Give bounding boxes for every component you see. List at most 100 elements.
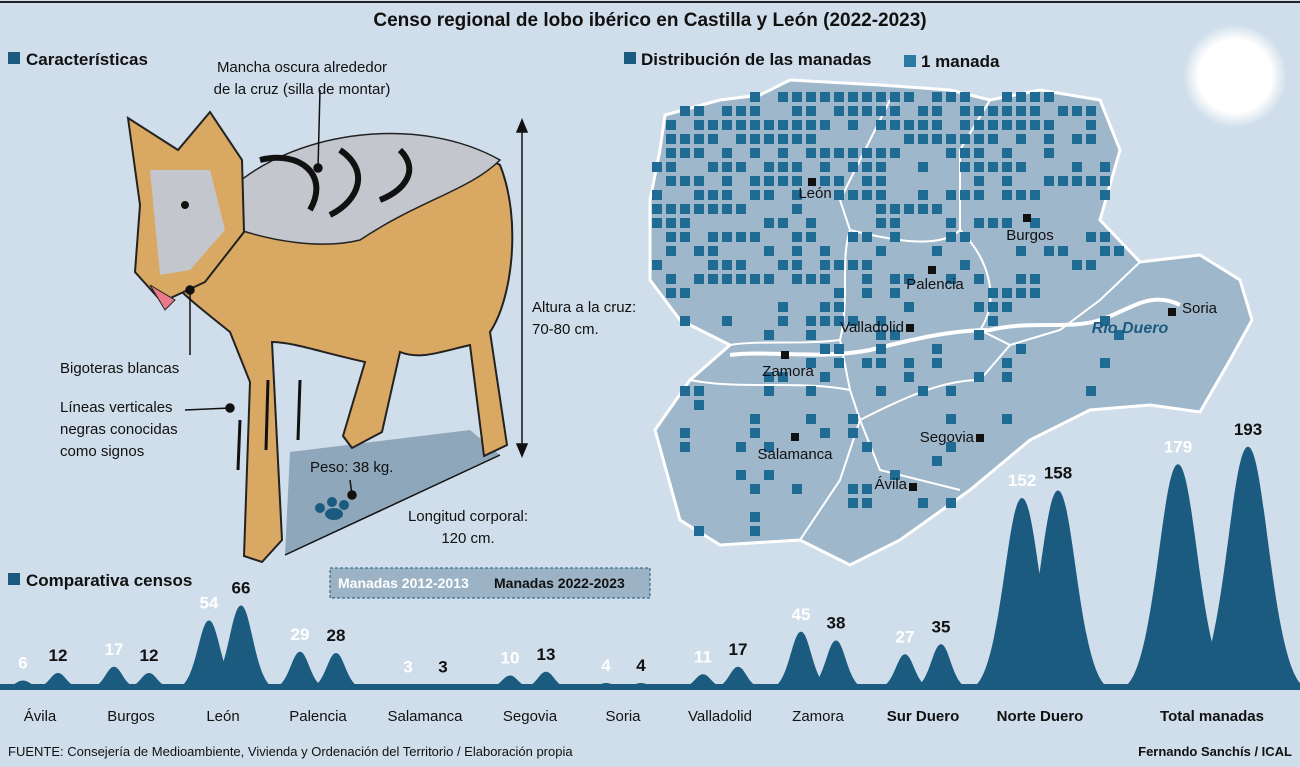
value-label: 27	[896, 627, 915, 646]
value-label: 12	[140, 646, 159, 665]
pack-square	[1100, 316, 1110, 326]
pack-square	[680, 232, 690, 242]
pack-square	[680, 316, 690, 326]
pack-square	[820, 344, 830, 354]
pack-square	[1030, 218, 1040, 228]
pack-square	[750, 134, 760, 144]
pack-square	[1100, 190, 1110, 200]
peak	[88, 666, 140, 688]
x-tick-label: Segovia	[503, 708, 558, 725]
pack-square	[1100, 176, 1110, 186]
pack-square	[1072, 134, 1082, 144]
pack-square	[862, 162, 872, 172]
pack-square	[666, 148, 676, 158]
pack-square	[1072, 162, 1082, 172]
pack-square	[680, 442, 690, 452]
pack-square	[988, 316, 998, 326]
x-tick-label: Salamanca	[387, 708, 463, 725]
annotation: 120 cm.	[441, 530, 494, 547]
pack-square	[1002, 358, 1012, 368]
pack-square	[918, 204, 928, 214]
city-marker	[906, 324, 914, 332]
pack-square	[722, 190, 732, 200]
pack-square	[778, 162, 788, 172]
pack-square	[862, 148, 872, 158]
pack-square	[876, 204, 886, 214]
pack-square	[946, 148, 956, 158]
pack-square	[890, 470, 900, 480]
pack-square	[960, 148, 970, 158]
pack-square	[1016, 288, 1026, 298]
pack-square	[946, 190, 956, 200]
pack-square	[792, 204, 802, 214]
pack-square	[778, 302, 788, 312]
x-tick-label: Burgos	[107, 708, 155, 725]
x-tick-label: Total manadas	[1160, 708, 1264, 725]
sun	[1183, 24, 1287, 128]
pack-square	[848, 232, 858, 242]
pack-square	[750, 512, 760, 522]
pack-square	[1044, 92, 1054, 102]
pack-square	[862, 92, 872, 102]
pack-square	[806, 414, 816, 424]
pack-square	[876, 316, 886, 326]
pack-square	[722, 260, 732, 270]
value-label: 66	[232, 579, 251, 598]
pack-square	[932, 120, 942, 130]
pack-square	[960, 134, 970, 144]
pack-square	[988, 302, 998, 312]
city-marker	[909, 483, 917, 491]
pack-square	[750, 526, 760, 536]
pack-square	[1100, 358, 1110, 368]
pack-square	[876, 386, 886, 396]
pack-square	[680, 288, 690, 298]
pack-square	[736, 260, 746, 270]
pack-square	[806, 330, 816, 340]
city-marker	[1023, 214, 1031, 222]
pack-square	[946, 442, 956, 452]
pack-square	[834, 92, 844, 102]
pack-square	[988, 134, 998, 144]
pack-square	[1016, 120, 1026, 130]
pack-square	[1072, 260, 1082, 270]
pack-square	[1044, 246, 1054, 256]
pack-square	[1002, 120, 1012, 130]
pack-square	[876, 218, 886, 228]
pack-square	[764, 274, 774, 284]
pack-square	[736, 204, 746, 214]
pack-square	[876, 92, 886, 102]
river-label: Río Duero	[1092, 320, 1169, 337]
source: FUENTE: Consejería de Medioambiente, Viv…	[8, 744, 573, 759]
pack-square	[960, 260, 970, 270]
pack-square	[750, 176, 760, 186]
pack-square	[722, 120, 732, 130]
pack-square	[932, 456, 942, 466]
pack-square	[1002, 162, 1012, 172]
pack-square	[652, 260, 662, 270]
bullet	[8, 573, 20, 585]
city-label: Palencia	[906, 276, 964, 293]
pack-square	[1016, 274, 1026, 284]
pack-square	[666, 288, 676, 298]
pack-square	[876, 162, 886, 172]
city-label: Burgos	[1006, 227, 1054, 244]
pack-square	[890, 288, 900, 298]
section-heading: Comparativa censos	[26, 571, 192, 590]
pack-square	[806, 358, 816, 368]
pack-square	[1030, 288, 1040, 298]
pack-square	[834, 358, 844, 368]
pack-square	[890, 120, 900, 130]
city-label: Segovia	[920, 429, 975, 446]
pack-square	[694, 190, 704, 200]
pack-square	[806, 92, 816, 102]
pack-square	[708, 190, 718, 200]
pack-square	[974, 218, 984, 228]
pack-square	[946, 232, 956, 242]
pack-square	[792, 484, 802, 494]
pack-square	[1086, 386, 1096, 396]
pack-square	[918, 162, 928, 172]
pack-square	[1002, 106, 1012, 116]
pack-square	[848, 162, 858, 172]
city-label: León	[798, 185, 831, 202]
pack-square	[918, 106, 928, 116]
